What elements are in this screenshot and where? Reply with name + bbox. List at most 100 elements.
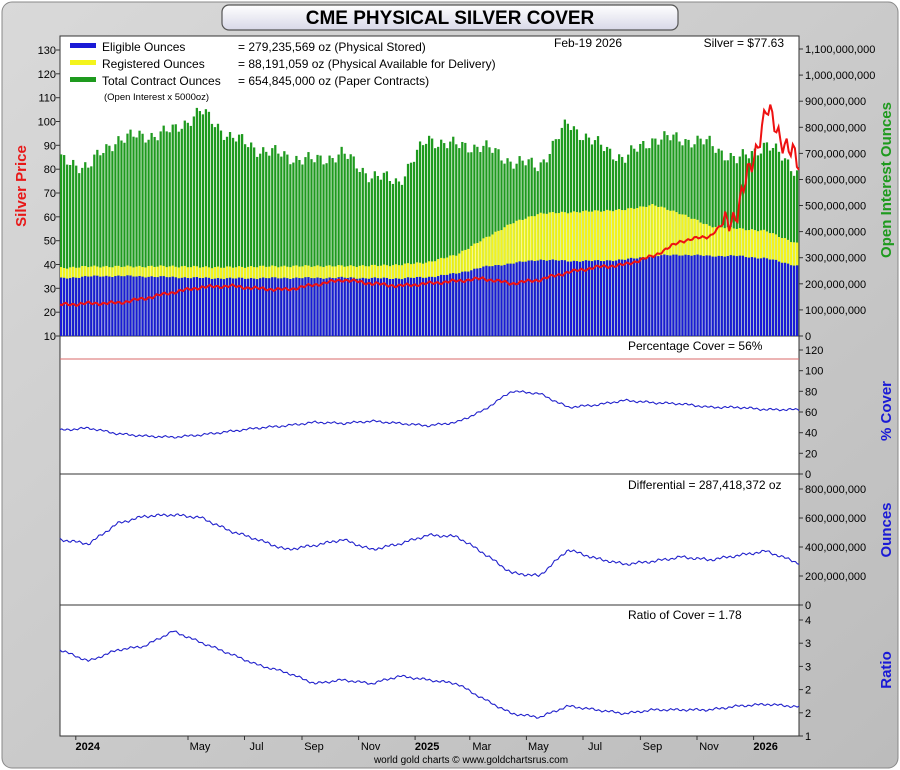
registered-bar (90, 266, 93, 277)
registered-bar (250, 266, 253, 279)
x-tick-label: May (528, 741, 549, 753)
registered-bar (621, 210, 624, 260)
registered-bar (602, 211, 606, 262)
registered-bar (141, 267, 144, 277)
registered-bar (207, 267, 211, 278)
eligible-bar (774, 259, 778, 336)
x-tick-label: Sep (304, 741, 324, 753)
registered-bar (482, 238, 485, 267)
eligible-bar (693, 255, 696, 336)
eligible-bar (524, 261, 527, 336)
total-contract-bar (120, 140, 123, 336)
registered-bar (548, 212, 551, 261)
registered-bar (66, 268, 69, 279)
x-tick-label: 2025 (415, 741, 439, 753)
registered-bar (750, 229, 753, 258)
total-contract-bar (409, 162, 413, 336)
eligible-bar (605, 260, 609, 336)
legend-swatch-total (70, 77, 96, 82)
registered-bar (759, 230, 763, 259)
registered-bar (397, 265, 401, 279)
registered-bar (666, 209, 669, 256)
eligible-bar (334, 278, 337, 336)
eligible-bar (379, 278, 382, 336)
eligible-bar (96, 275, 99, 336)
registered-bar (774, 234, 778, 260)
registered-bar (192, 265, 195, 278)
legend-total-value: = 654,845,000 oz (Paper Contracts) (238, 74, 429, 88)
eligible-bar (458, 273, 461, 336)
eligible-bar (699, 255, 702, 336)
percentage-cover-series (59, 390, 800, 439)
total-contract-bar (449, 141, 452, 336)
eligible-bar (467, 271, 470, 336)
price-tick-label: 120 (38, 69, 56, 81)
total-contract-bar (192, 116, 195, 336)
registered-bar (168, 266, 171, 278)
total-contract-bar (415, 149, 419, 336)
total-contract-bar (189, 125, 192, 336)
registered-bar (786, 239, 790, 264)
eligible-bar (738, 255, 741, 336)
registered-bar (361, 265, 364, 278)
total-contract-bar (198, 111, 202, 336)
eligible-bar (599, 261, 603, 336)
ratio-tick-label: 3 (805, 661, 811, 673)
eligible-bar (111, 277, 114, 336)
x-tick-label: Jul (588, 741, 602, 753)
open-interest-tick-label: 800,000,000 (805, 122, 866, 134)
eligible-bar (361, 277, 364, 336)
eligible-bar (391, 278, 395, 336)
eligible-bar (675, 254, 678, 336)
total-contract-bar (382, 172, 386, 336)
silver-price-series (59, 104, 800, 308)
registered-bar (599, 211, 603, 262)
total-contract-bar (397, 181, 401, 336)
eligible-bar (424, 277, 428, 336)
eligible-bar (331, 278, 334, 336)
ounces-tick-label: 800,000,000 (805, 484, 866, 496)
x-tick-label: Sep (643, 741, 663, 753)
registered-bar (367, 266, 370, 279)
registered-bar (424, 262, 428, 278)
eligible-bar (690, 255, 693, 336)
eligible-bar (645, 257, 648, 336)
registered-bar (512, 223, 515, 264)
eligible-bar (795, 265, 799, 336)
registered-bar (313, 266, 316, 279)
registered-bar (108, 267, 111, 277)
total-contract-bar (421, 145, 425, 336)
eligible-bar (678, 255, 681, 336)
eligible-bar (201, 278, 205, 336)
eligible-bar (714, 256, 717, 336)
registered-bar (521, 219, 524, 262)
eligible-bar (102, 276, 105, 336)
registered-bar (729, 226, 732, 256)
eligible-bar (271, 277, 274, 336)
total-contract-bar (237, 134, 241, 336)
registered-bar (72, 266, 75, 278)
registered-bar (319, 266, 322, 279)
registered-bar (654, 205, 657, 256)
registered-bar (485, 236, 488, 266)
registered-bar (210, 268, 214, 279)
eligible-bar (651, 255, 654, 336)
eligible-bar (741, 255, 744, 336)
x-tick-label: 2024 (76, 741, 101, 753)
eligible-bar (756, 258, 760, 336)
registered-bar (524, 218, 527, 262)
eligible-bar (545, 260, 548, 336)
eligible-bar (195, 277, 198, 336)
date-label: Feb-19 2026 (554, 36, 622, 50)
registered-bar (391, 265, 395, 279)
registered-bar (497, 230, 500, 266)
open-interest-tick-label: 1,100,000,000 (805, 44, 875, 56)
legend-eligible-name: Eligible Ounces (102, 40, 185, 54)
eligible-bar (473, 268, 476, 336)
eligible-bar (494, 265, 497, 336)
eligible-bar (747, 257, 750, 336)
registered-bar (295, 265, 298, 278)
registered-bar (132, 267, 135, 277)
registered-bar (639, 206, 642, 258)
eligible-bar (786, 263, 790, 336)
